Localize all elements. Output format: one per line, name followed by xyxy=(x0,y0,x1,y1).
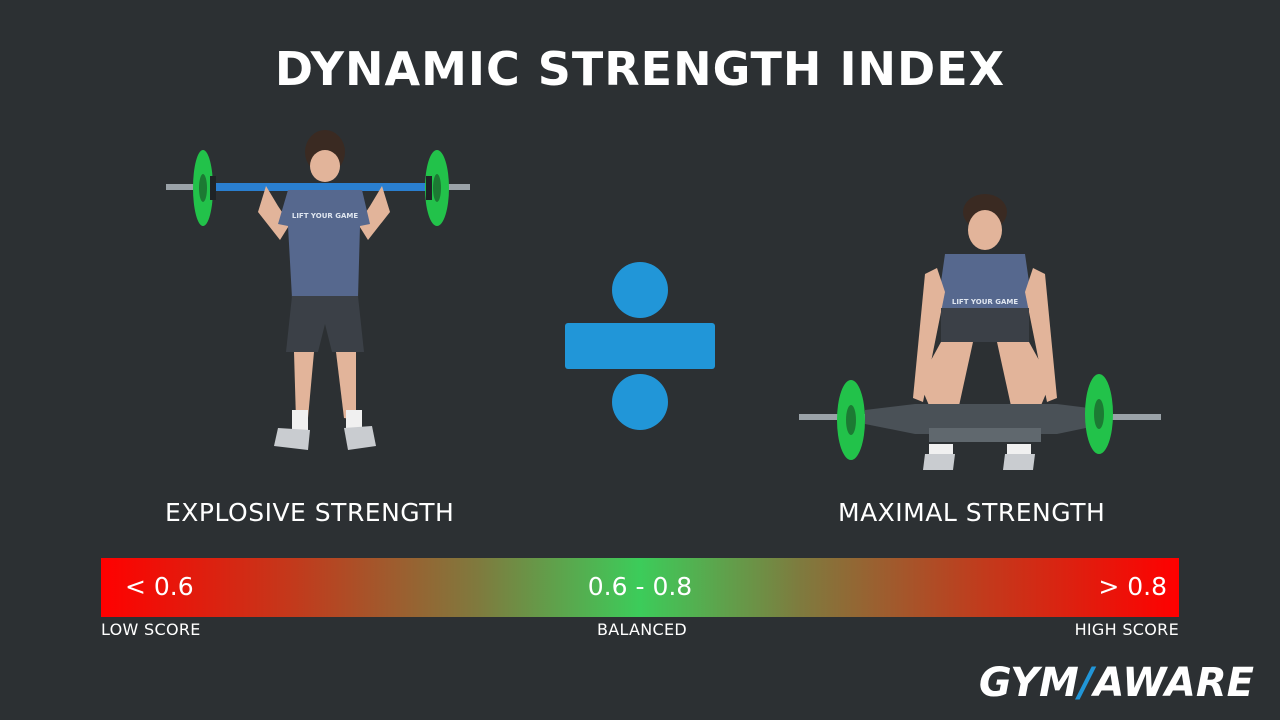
high-threshold-value: > 0.8 xyxy=(1098,572,1167,601)
divide-icon xyxy=(565,262,715,430)
balanced-range-value: 0.6 - 0.8 xyxy=(587,572,693,601)
gymaware-logo: GYM/AWARE xyxy=(979,660,1254,706)
explosive-strength-label: EXPLOSIVE STRENGTH xyxy=(165,498,455,527)
low-score-caption: LOW SCORE xyxy=(101,620,201,639)
maximal-strength-athlete-image: LIFT YOUR GAME xyxy=(799,194,1161,470)
logo-slash: / xyxy=(1078,660,1094,706)
balanced-caption: BALANCED xyxy=(596,620,688,639)
low-threshold-value: < 0.6 xyxy=(125,572,194,601)
page-title: DYNAMIC STRENGTH INDEX xyxy=(274,42,1006,96)
maximal-strength-label: MAXIMAL STRENGTH xyxy=(838,498,1106,527)
logo-text-aware: AWARE xyxy=(1093,660,1254,706)
svg-text:LIFT YOUR GAME: LIFT YOUR GAME xyxy=(952,298,1018,306)
explosive-strength-athlete-image: LIFT YOUR GAME xyxy=(166,130,470,450)
dsi-score-scale-bar: < 0.6 0.6 - 0.8 > 0.8 xyxy=(101,558,1179,617)
high-score-caption: HIGH SCORE xyxy=(1074,620,1179,639)
svg-text:LIFT YOUR GAME: LIFT YOUR GAME xyxy=(292,212,358,220)
logo-text-gym: GYM xyxy=(978,660,1079,706)
